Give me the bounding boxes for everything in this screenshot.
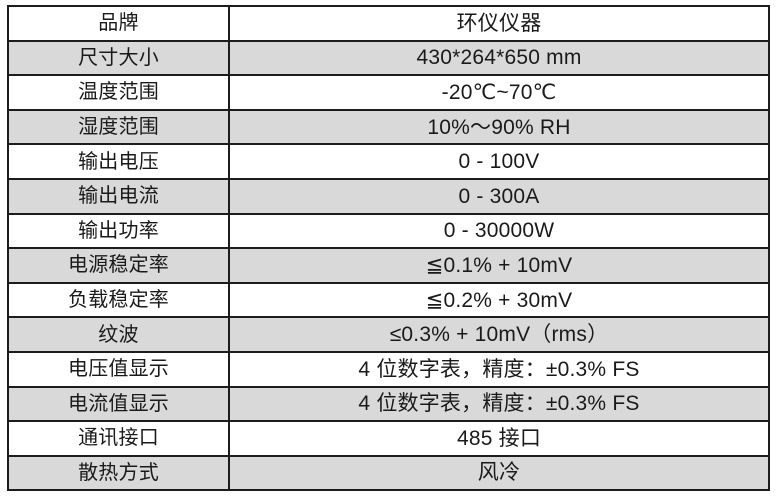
spec-label-cell: 电流值显示 [7, 385, 230, 423]
spec-label-cell: 输出电压 [7, 143, 230, 180]
table-row: 负载稳定率 ≦0.2% + 30mV [7, 281, 770, 319]
spec-value-cell: ≦0.2% + 30mV [228, 281, 770, 319]
table-row: 纹波 ≤0.3% + 10mV（rms） [7, 316, 770, 353]
spec-value-cell: 0 - 100V [228, 143, 770, 180]
specification-table-body: 品牌 环仪仪器 尺寸大小 430*264*650 mm 温度范围 -20℃~70℃ 湿度范围… [7, 5, 770, 492]
spec-label-cell: 输出电流 [7, 177, 230, 215]
spec-value-cell: 0 - 30000W [228, 212, 770, 250]
spec-value-cell: 430*264*650 mm [228, 39, 770, 77]
spec-value-cell: 环仪仪器 [228, 5, 770, 42]
spec-value-cell: 4 位数字表，精度：±0.3% FS [228, 385, 770, 423]
spec-label-cell: 品牌 [7, 5, 230, 42]
spec-value-cell: 0 - 300A [228, 177, 770, 215]
table-row: 电压值显示 4 位数字表，精度：±0.3% FS [7, 350, 770, 388]
spec-value-cell: 风冷 [228, 454, 770, 492]
spec-value-cell: ≤0.3% + 10mV（rms） [228, 316, 770, 353]
table-row: 输出功率 0 - 30000W [7, 212, 770, 250]
spec-label-cell: 电压值显示 [7, 350, 230, 388]
spec-value-cell: 485 接口 [228, 420, 770, 457]
spec-label-cell: 通讯接口 [7, 420, 230, 457]
spec-label-cell: 湿度范围 [7, 108, 230, 146]
spec-value-cell: 10%～90% RH [228, 108, 770, 146]
table-row: 散热方式 风冷 [7, 454, 770, 492]
table-row: 温度范围 -20℃~70℃ [7, 74, 770, 111]
table-row: 输出电压 0 - 100V [7, 143, 770, 180]
table-row: 尺寸大小 430*264*650 mm [7, 39, 770, 77]
table-row: 输出电流 0 - 300A [7, 177, 770, 215]
table-row: 品牌 环仪仪器 [7, 5, 770, 42]
spec-value-cell: ≦0.1% + 10mV [228, 247, 770, 284]
spec-label-cell: 输出功率 [7, 212, 230, 250]
spec-value-cell: -20℃~70℃ [228, 74, 770, 111]
spec-label-cell: 电源稳定率 [7, 247, 230, 284]
spec-label-cell: 尺寸大小 [7, 39, 230, 77]
table-row: 湿度范围 10%～90% RH [7, 108, 770, 146]
specification-table: 品牌 环仪仪器 尺寸大小 430*264*650 mm 温度范围 -20℃~70℃ 湿度范围… [7, 5, 770, 492]
spec-label-cell: 散热方式 [7, 454, 230, 492]
spec-label-cell: 温度范围 [7, 74, 230, 111]
spec-label-cell: 纹波 [7, 316, 230, 353]
spec-value-cell: 4 位数字表，精度：±0.3% FS [228, 350, 770, 388]
table-row: 电源稳定率 ≦0.1% + 10mV [7, 247, 770, 284]
spec-label-cell: 负载稳定率 [7, 281, 230, 319]
table-row: 通讯接口 485 接口 [7, 420, 770, 457]
table-row: 电流值显示 4 位数字表，精度：±0.3% FS [7, 385, 770, 423]
